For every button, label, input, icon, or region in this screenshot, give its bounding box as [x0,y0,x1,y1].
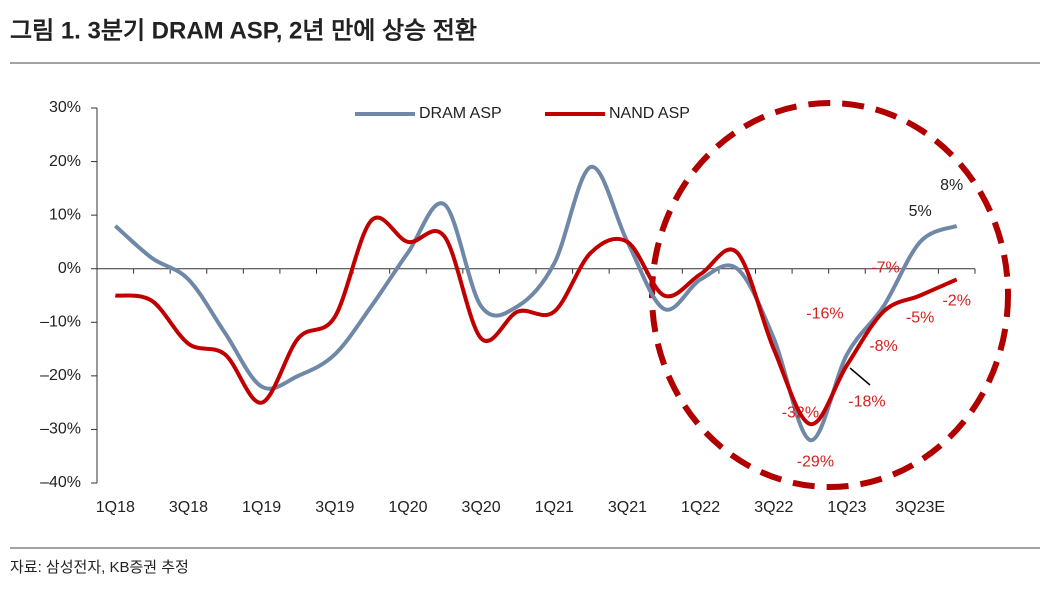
data-label: 8% [940,177,963,194]
x-tick-label: 1Q20 [388,499,427,516]
x-tick-label: 3Q22 [754,499,793,516]
source: 자료: 삼성전자, KB증권 추정 [10,559,189,576]
x-tick-label: 3Q20 [462,499,501,516]
y-tick-label: 30% [49,99,81,116]
legend-label: NAND ASP [609,105,690,122]
x-tick-label: 3Q21 [608,499,647,516]
legend-label: DRAM ASP [419,105,502,122]
x-tick-label: 3Q18 [169,499,208,516]
chart-title: 그림 1. 3분기 DRAM ASP, 2년 만에 상승 전환 [10,17,477,44]
y-tick-label: –10% [40,314,81,331]
data-label: -2% [942,293,970,310]
data-label: -16% [806,306,843,323]
x-tick-label: 1Q19 [242,499,281,516]
y-tick-label: –20% [40,367,81,384]
data-label: -5% [906,310,934,327]
data-label: 5% [909,203,932,220]
y-tick-label: 0% [58,260,81,277]
x-tick-label: 3Q19 [315,499,354,516]
data-label: -7% [871,259,899,276]
y-tick-label: 10% [49,206,81,223]
data-label: -29% [797,453,834,470]
y-tick-label: 20% [49,153,81,170]
x-tick-label: 1Q18 [96,499,135,516]
y-tick-label: –40% [40,474,81,491]
x-tick-label: 1Q23 [827,499,866,516]
pointer [849,367,871,386]
data-label: -18% [848,393,885,410]
x-tick-label: 3Q23E [895,499,945,516]
y-tick-label: –30% [40,421,81,438]
x-tick-label: 1Q21 [535,499,574,516]
series-line [115,215,958,427]
x-tick-label: 1Q22 [681,499,720,516]
series-line [113,164,958,443]
data-label: -8% [869,338,897,355]
